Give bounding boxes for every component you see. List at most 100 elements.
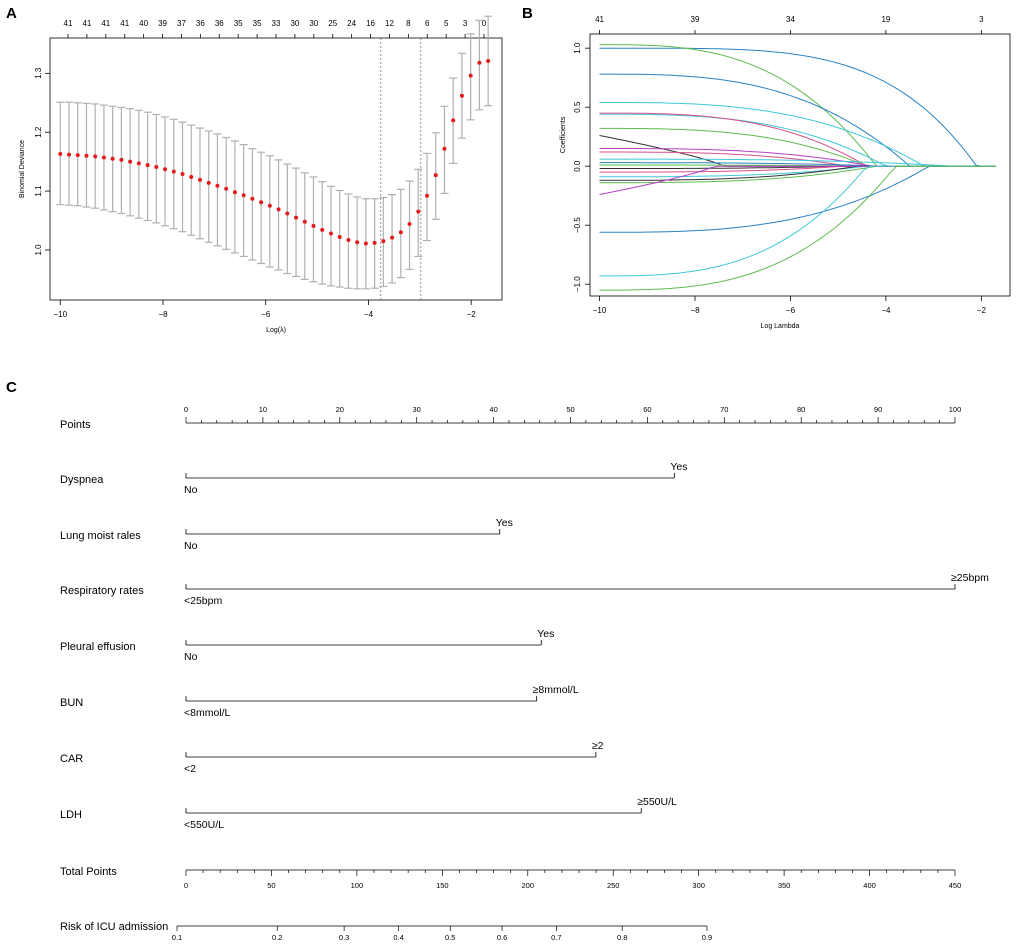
deviance-point <box>276 207 281 212</box>
top-tick-label: 5 <box>444 19 449 28</box>
variable-high-label: ≥2 <box>592 740 604 752</box>
panel-a-chart: A −10 −8 −6 −4 −2 1.0 1.1 1.2 1.3 Log(λ) Binomial … <box>6 5 503 334</box>
top-tick-label: 3 <box>463 19 468 28</box>
top-tick-label: 24 <box>347 19 356 28</box>
deviance-point <box>171 169 176 174</box>
total-tick-label: 0 <box>184 881 188 890</box>
deviance-point <box>363 241 368 246</box>
points-tick-label: 40 <box>489 405 497 414</box>
y-tick-label: −0.5 <box>573 217 582 233</box>
deviance-point <box>259 200 264 205</box>
risk-tick-label: 0.4 <box>393 933 403 942</box>
deviance-point <box>154 164 159 169</box>
top-tick-label: 0 <box>482 19 487 28</box>
risk-tick-label: 0.1 <box>172 933 182 942</box>
coefficient-path <box>599 112 996 167</box>
deviance-point <box>294 215 299 220</box>
variable-name: Dyspnea <box>60 474 104 486</box>
total-tick-label: 200 <box>522 881 535 890</box>
top-tick-label: 34 <box>786 15 795 24</box>
variable-high-label: Yes <box>496 517 513 529</box>
top-tick-label: 41 <box>101 19 110 28</box>
deviance-point <box>442 146 447 151</box>
coefficient-path <box>599 47 996 167</box>
deviance-point <box>128 159 133 164</box>
risk-tick-label: 0.5 <box>445 933 455 942</box>
top-tick-label: 36 <box>196 19 205 28</box>
points-tick-label: 90 <box>874 405 882 414</box>
deviance-point <box>197 177 202 182</box>
x-axis-label: Log Lambda <box>761 323 800 330</box>
panel-label-b: B <box>522 5 533 22</box>
deviance-point <box>451 118 456 123</box>
x-axis-label: Log(λ) <box>266 327 286 334</box>
deviance-point <box>416 209 421 214</box>
top-tick-label: 41 <box>82 19 91 28</box>
y-tick-label: 1.0 <box>573 42 582 54</box>
deviance-point <box>215 183 220 188</box>
variable-low-label: No <box>184 651 198 663</box>
variable-name: LDH <box>60 809 82 821</box>
points-axis-label: Points <box>60 419 91 431</box>
deviance-point <box>189 174 194 179</box>
variable-name: Lung moist rales <box>60 530 141 542</box>
variable-name: BUN <box>60 697 83 709</box>
coefficient-path <box>599 158 996 167</box>
top-tick-label: 36 <box>215 19 224 28</box>
deviance-point <box>136 161 141 166</box>
top-tick-label: 41 <box>120 19 129 28</box>
points-tick-label: 70 <box>720 405 728 414</box>
coefficient-path <box>599 135 996 167</box>
top-tick-label: 30 <box>290 19 299 28</box>
total-tick-label: 400 <box>863 881 876 890</box>
points-tick-label: 60 <box>643 405 651 414</box>
top-tick-label: 3 <box>979 15 984 24</box>
coefficient-path <box>599 113 996 167</box>
variable-low-label: <550U/L <box>184 819 224 831</box>
x-tick-label: −4 <box>364 310 374 319</box>
variable-name: CAR <box>60 753 83 765</box>
deviance-point <box>163 167 168 172</box>
top-tick-label: 8 <box>406 19 411 28</box>
deviance-point <box>93 154 98 159</box>
deviance-point <box>180 172 185 177</box>
y-tick-label: −1.0 <box>573 276 582 292</box>
deviance-point <box>58 151 63 156</box>
risk-tick-label: 0.9 <box>702 933 712 942</box>
x-tick-label: −6 <box>261 310 271 319</box>
points-tick-label: 20 <box>336 405 344 414</box>
top-tick-label: 41 <box>595 15 604 24</box>
top-tick-label: 39 <box>158 19 167 28</box>
x-tick-label: −2 <box>467 310 477 319</box>
deviance-point <box>206 180 211 185</box>
deviance-point <box>145 163 150 168</box>
variable-high-label: Yes <box>670 461 687 473</box>
variable-low-label: No <box>184 484 198 496</box>
y-tick-label: 0.5 <box>573 101 582 113</box>
variable-high-label: ≥8mmol/L <box>533 684 579 696</box>
deviance-point <box>320 227 325 232</box>
x-tick-label: −2 <box>977 306 987 315</box>
risk-tick-label: 0.6 <box>497 933 507 942</box>
y-tick-label: 1.1 <box>34 185 43 197</box>
x-tick-label: −10 <box>593 306 607 315</box>
panel-a-plot-frame <box>49 37 503 301</box>
total-tick-label: 450 <box>949 881 962 890</box>
top-tick-label: 41 <box>64 19 73 28</box>
coefficient-path <box>599 165 996 233</box>
total-tick-label: 150 <box>436 881 449 890</box>
risk-axis-label: Risk of ICU admission <box>60 921 168 933</box>
deviance-point <box>459 93 464 98</box>
deviance-point <box>433 173 438 178</box>
variable-high-label: Yes <box>537 628 554 640</box>
deviance-point <box>267 203 272 208</box>
top-tick-label: 25 <box>328 19 337 28</box>
y-tick-label: 0.0 <box>573 160 582 172</box>
variable-low-label: <2 <box>184 763 196 775</box>
total-points-label: Total Points <box>60 866 117 878</box>
deviance-point <box>250 196 255 201</box>
points-tick-label: 10 <box>259 405 267 414</box>
top-tick-label: 39 <box>691 15 700 24</box>
